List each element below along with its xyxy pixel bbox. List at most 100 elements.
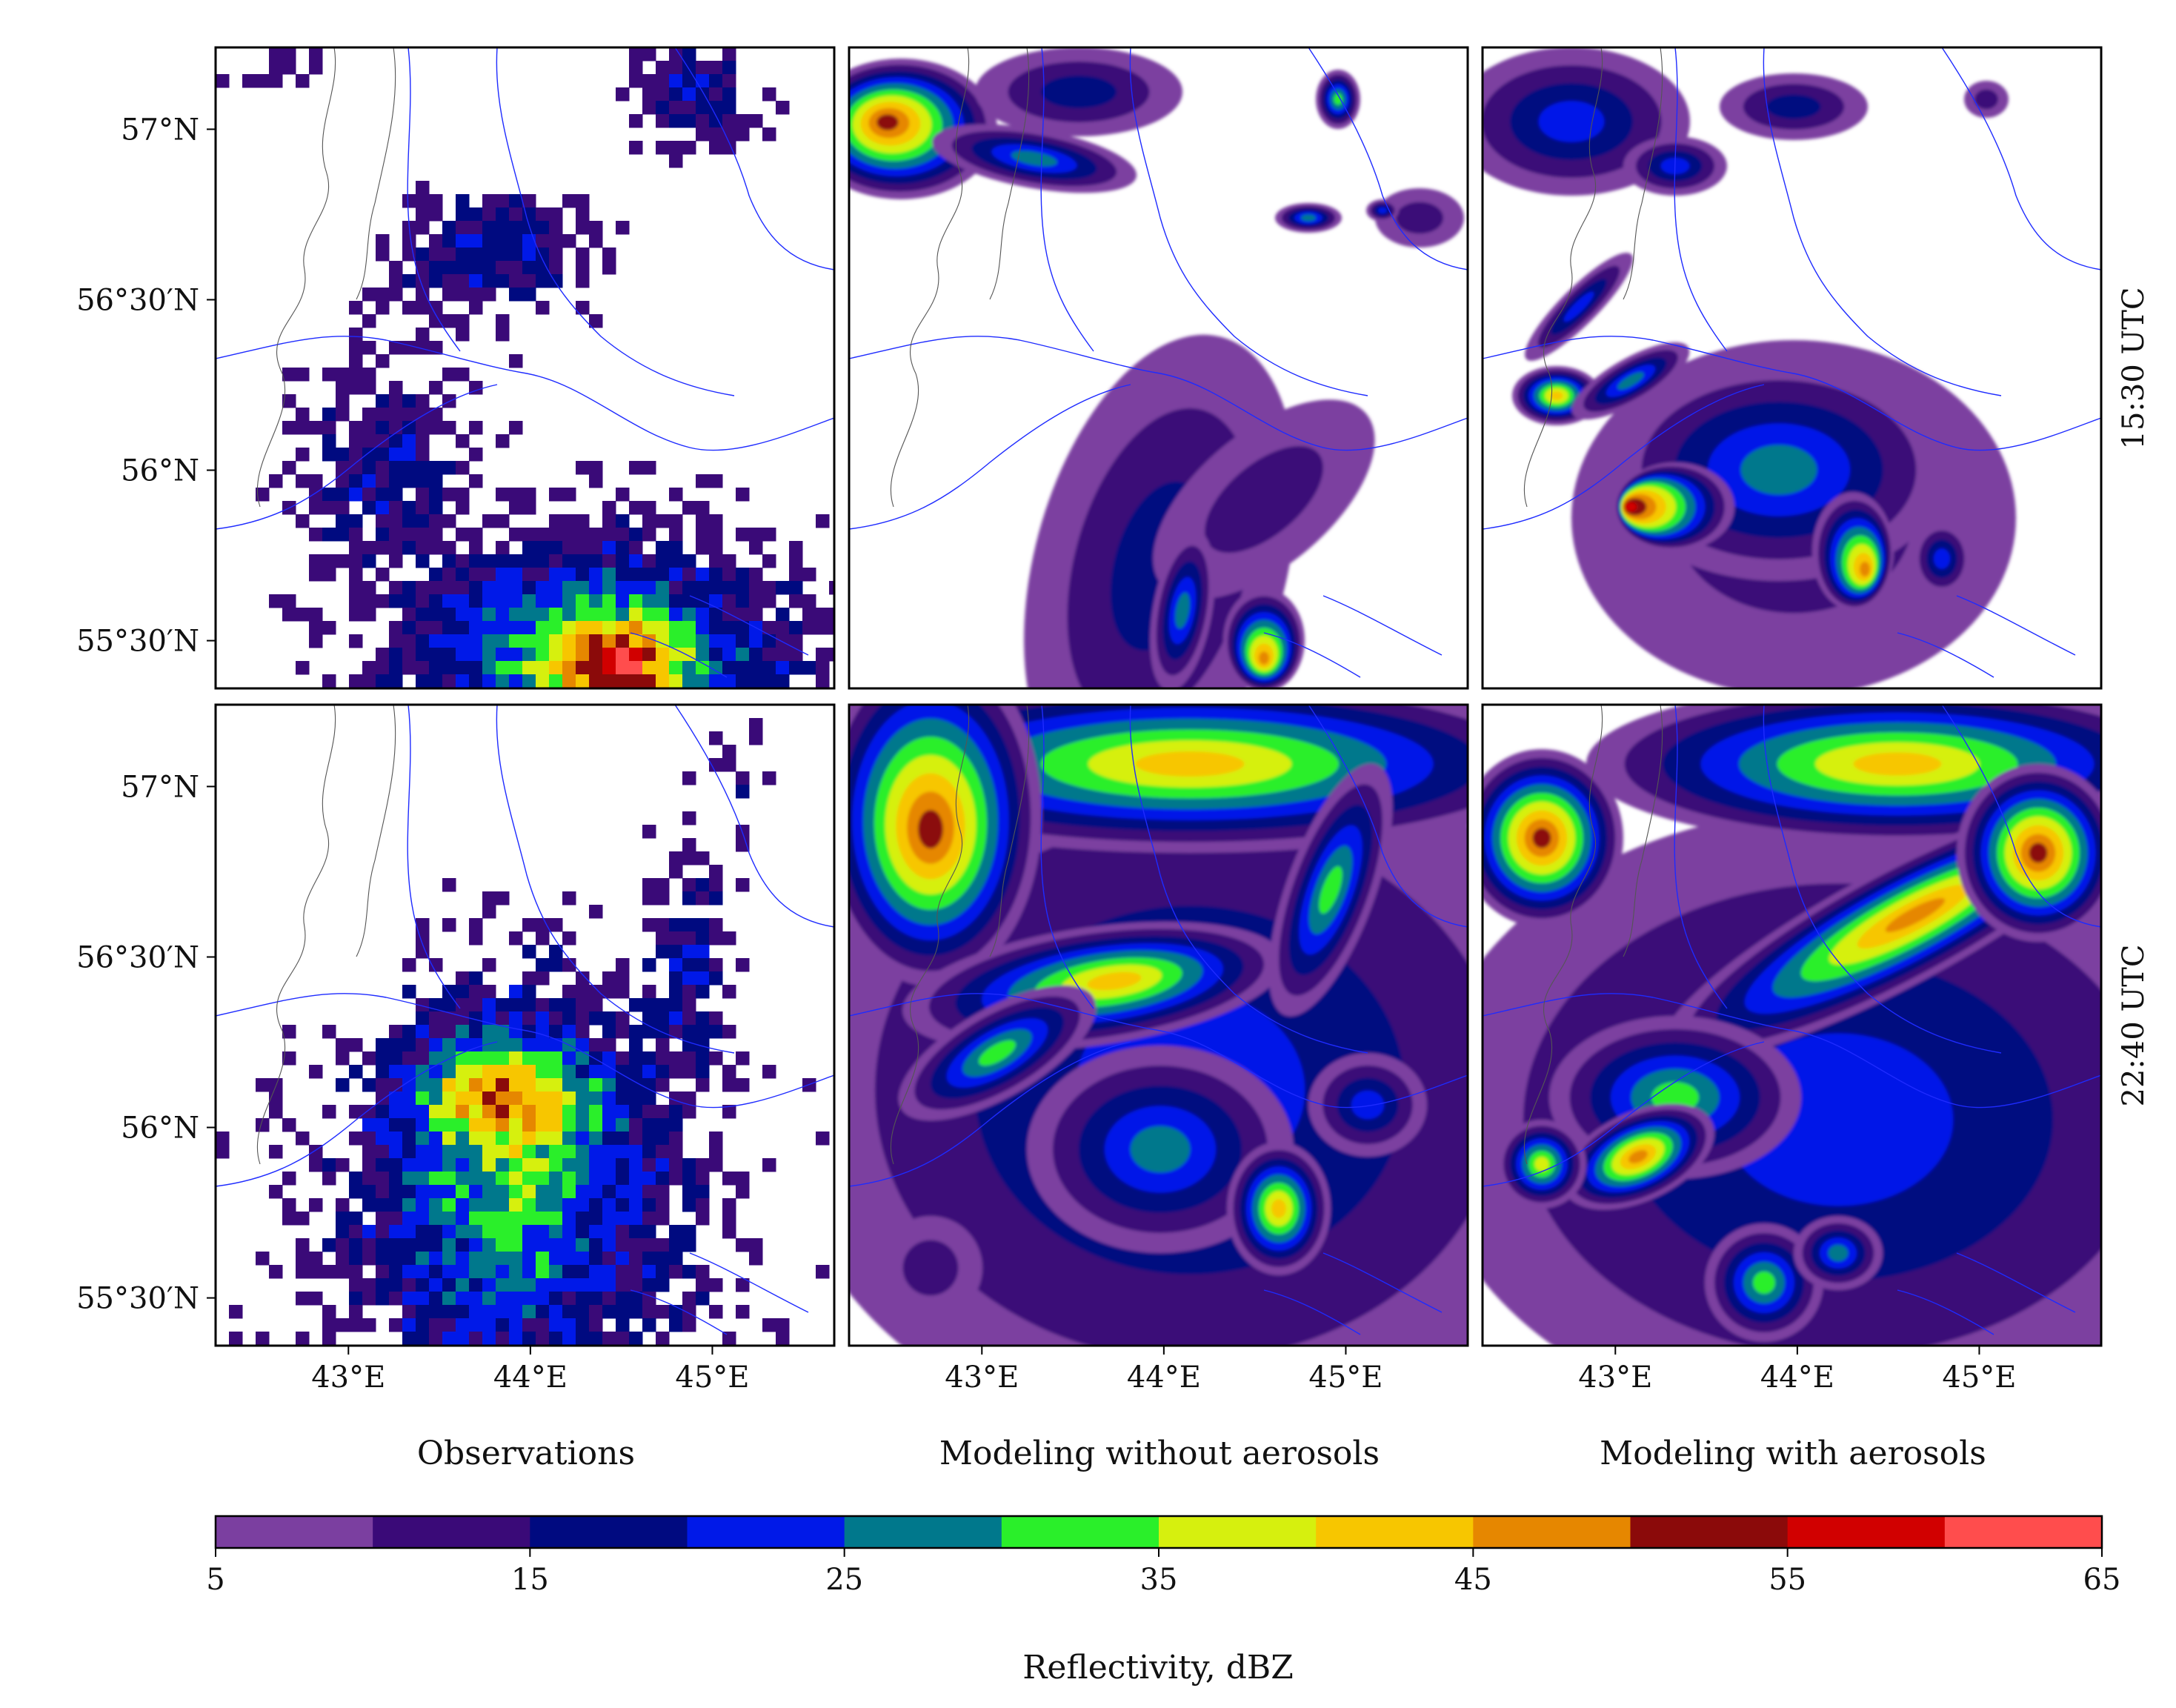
observation-pixel — [509, 1051, 523, 1066]
observation-pixel — [549, 1225, 563, 1239]
observation-pixel — [576, 1292, 590, 1306]
observation-pixel — [682, 608, 696, 622]
observation-pixel — [576, 1011, 590, 1026]
observation-pixel — [416, 674, 430, 688]
observation-pixel — [429, 621, 443, 635]
observation-pixel — [296, 408, 310, 422]
longitude-tick-label: 45°E — [1308, 1360, 1383, 1395]
observation-pixel — [656, 1332, 670, 1346]
observation-pixel — [709, 648, 723, 662]
observation-pixel — [576, 1065, 590, 1079]
observation-pixel — [349, 608, 363, 622]
observation-pixel — [376, 1185, 390, 1199]
observation-pixel — [549, 945, 563, 959]
observation-pixel — [469, 608, 483, 622]
observation-pixel — [642, 688, 656, 702]
observation-pixel — [656, 945, 670, 959]
observation-pixel — [389, 1238, 403, 1252]
observation-pixel — [429, 648, 443, 662]
observation-pixel — [549, 568, 563, 582]
observation-pixel — [482, 608, 496, 622]
observation-pixel — [656, 1065, 670, 1079]
observation-pixel — [656, 1238, 670, 1252]
observation-pixel — [416, 1051, 430, 1066]
observation-pixel — [562, 1132, 576, 1146]
observation-pixel — [389, 488, 403, 502]
observation-pixel — [736, 1305, 750, 1319]
observation-pixel — [589, 1132, 603, 1146]
colorbar-tick-label: 35 — [1140, 1563, 1178, 1597]
observation-pixel — [589, 1172, 603, 1186]
observation-pixel — [536, 1091, 550, 1106]
observation-pixel — [616, 1118, 630, 1132]
observation-pixel — [376, 1158, 390, 1172]
observation-pixel — [429, 514, 443, 528]
observation-pixel — [456, 1305, 470, 1319]
observation-pixel — [322, 1318, 336, 1332]
observation-pixel — [522, 688, 536, 702]
observation-pixel — [482, 594, 496, 608]
river-line — [1941, 47, 2101, 270]
observation-pixel — [722, 74, 736, 88]
observation-pixel — [349, 1225, 363, 1239]
observation-pixel — [562, 1198, 576, 1212]
observation-pixel — [456, 1345, 470, 1346]
longitude-tick-label: 43°E — [945, 1360, 1019, 1395]
observation-pixel — [656, 621, 670, 635]
observation-pixel — [296, 1132, 310, 1146]
observation-pixel — [429, 1145, 443, 1159]
observation-pixel — [429, 1305, 443, 1319]
observation-pixel — [416, 207, 430, 222]
observation-pixel — [642, 87, 656, 102]
observation-pixel — [456, 1051, 470, 1066]
observation-pixel — [562, 1345, 576, 1346]
observation-pixel — [709, 541, 723, 555]
observation-pixel — [376, 648, 390, 662]
observation-pixel — [696, 661, 710, 675]
river-line — [1483, 993, 2101, 1109]
observation-pixel — [442, 1185, 456, 1199]
observation-pixel — [562, 1011, 576, 1026]
observation-pixel — [642, 1252, 656, 1266]
observation-pixel — [496, 1198, 510, 1212]
observation-pixel — [349, 301, 363, 315]
observation-pixel — [402, 301, 416, 315]
observation-pixel — [576, 1118, 590, 1132]
observation-pixel — [442, 621, 456, 635]
observation-pixel — [629, 1078, 643, 1092]
observation-pixel — [336, 448, 350, 462]
observation-pixel — [642, 1185, 656, 1199]
observation-pixel — [522, 594, 536, 608]
observation-pixel — [562, 985, 576, 999]
observation-pixel — [282, 47, 296, 62]
observation-pixel — [509, 1145, 523, 1159]
observation-pixel — [669, 851, 683, 865]
observation-pixel — [562, 661, 576, 675]
observation-pixel — [709, 674, 723, 688]
observation-pixel — [696, 688, 710, 702]
observation-pixel — [429, 301, 443, 315]
observation-pixel — [669, 87, 683, 102]
observation-pixel — [496, 1305, 510, 1319]
colorbar-tick-label: 45 — [1454, 1563, 1492, 1597]
observation-pixel — [416, 501, 430, 515]
observation-pixel — [469, 931, 483, 946]
observation-pixel — [349, 1038, 363, 1052]
observation-pixel — [616, 1078, 630, 1092]
observation-pixel — [429, 958, 443, 972]
observation-pixel — [536, 958, 550, 972]
observation-pixel — [442, 1252, 456, 1266]
observation-pixel — [656, 514, 670, 528]
observation-pixel — [616, 608, 630, 622]
observation-pixel — [669, 1252, 683, 1266]
border-line — [989, 705, 1030, 957]
observation-pixel — [776, 581, 790, 595]
observation-pixel — [402, 581, 416, 595]
observation-pixel — [669, 1225, 683, 1239]
observation-pixel — [669, 581, 683, 595]
observation-pixel — [602, 1238, 616, 1252]
observation-pixel — [416, 608, 430, 622]
observation-pixel — [682, 594, 696, 608]
observation-pixel — [482, 958, 496, 972]
observation-pixel — [509, 194, 523, 208]
